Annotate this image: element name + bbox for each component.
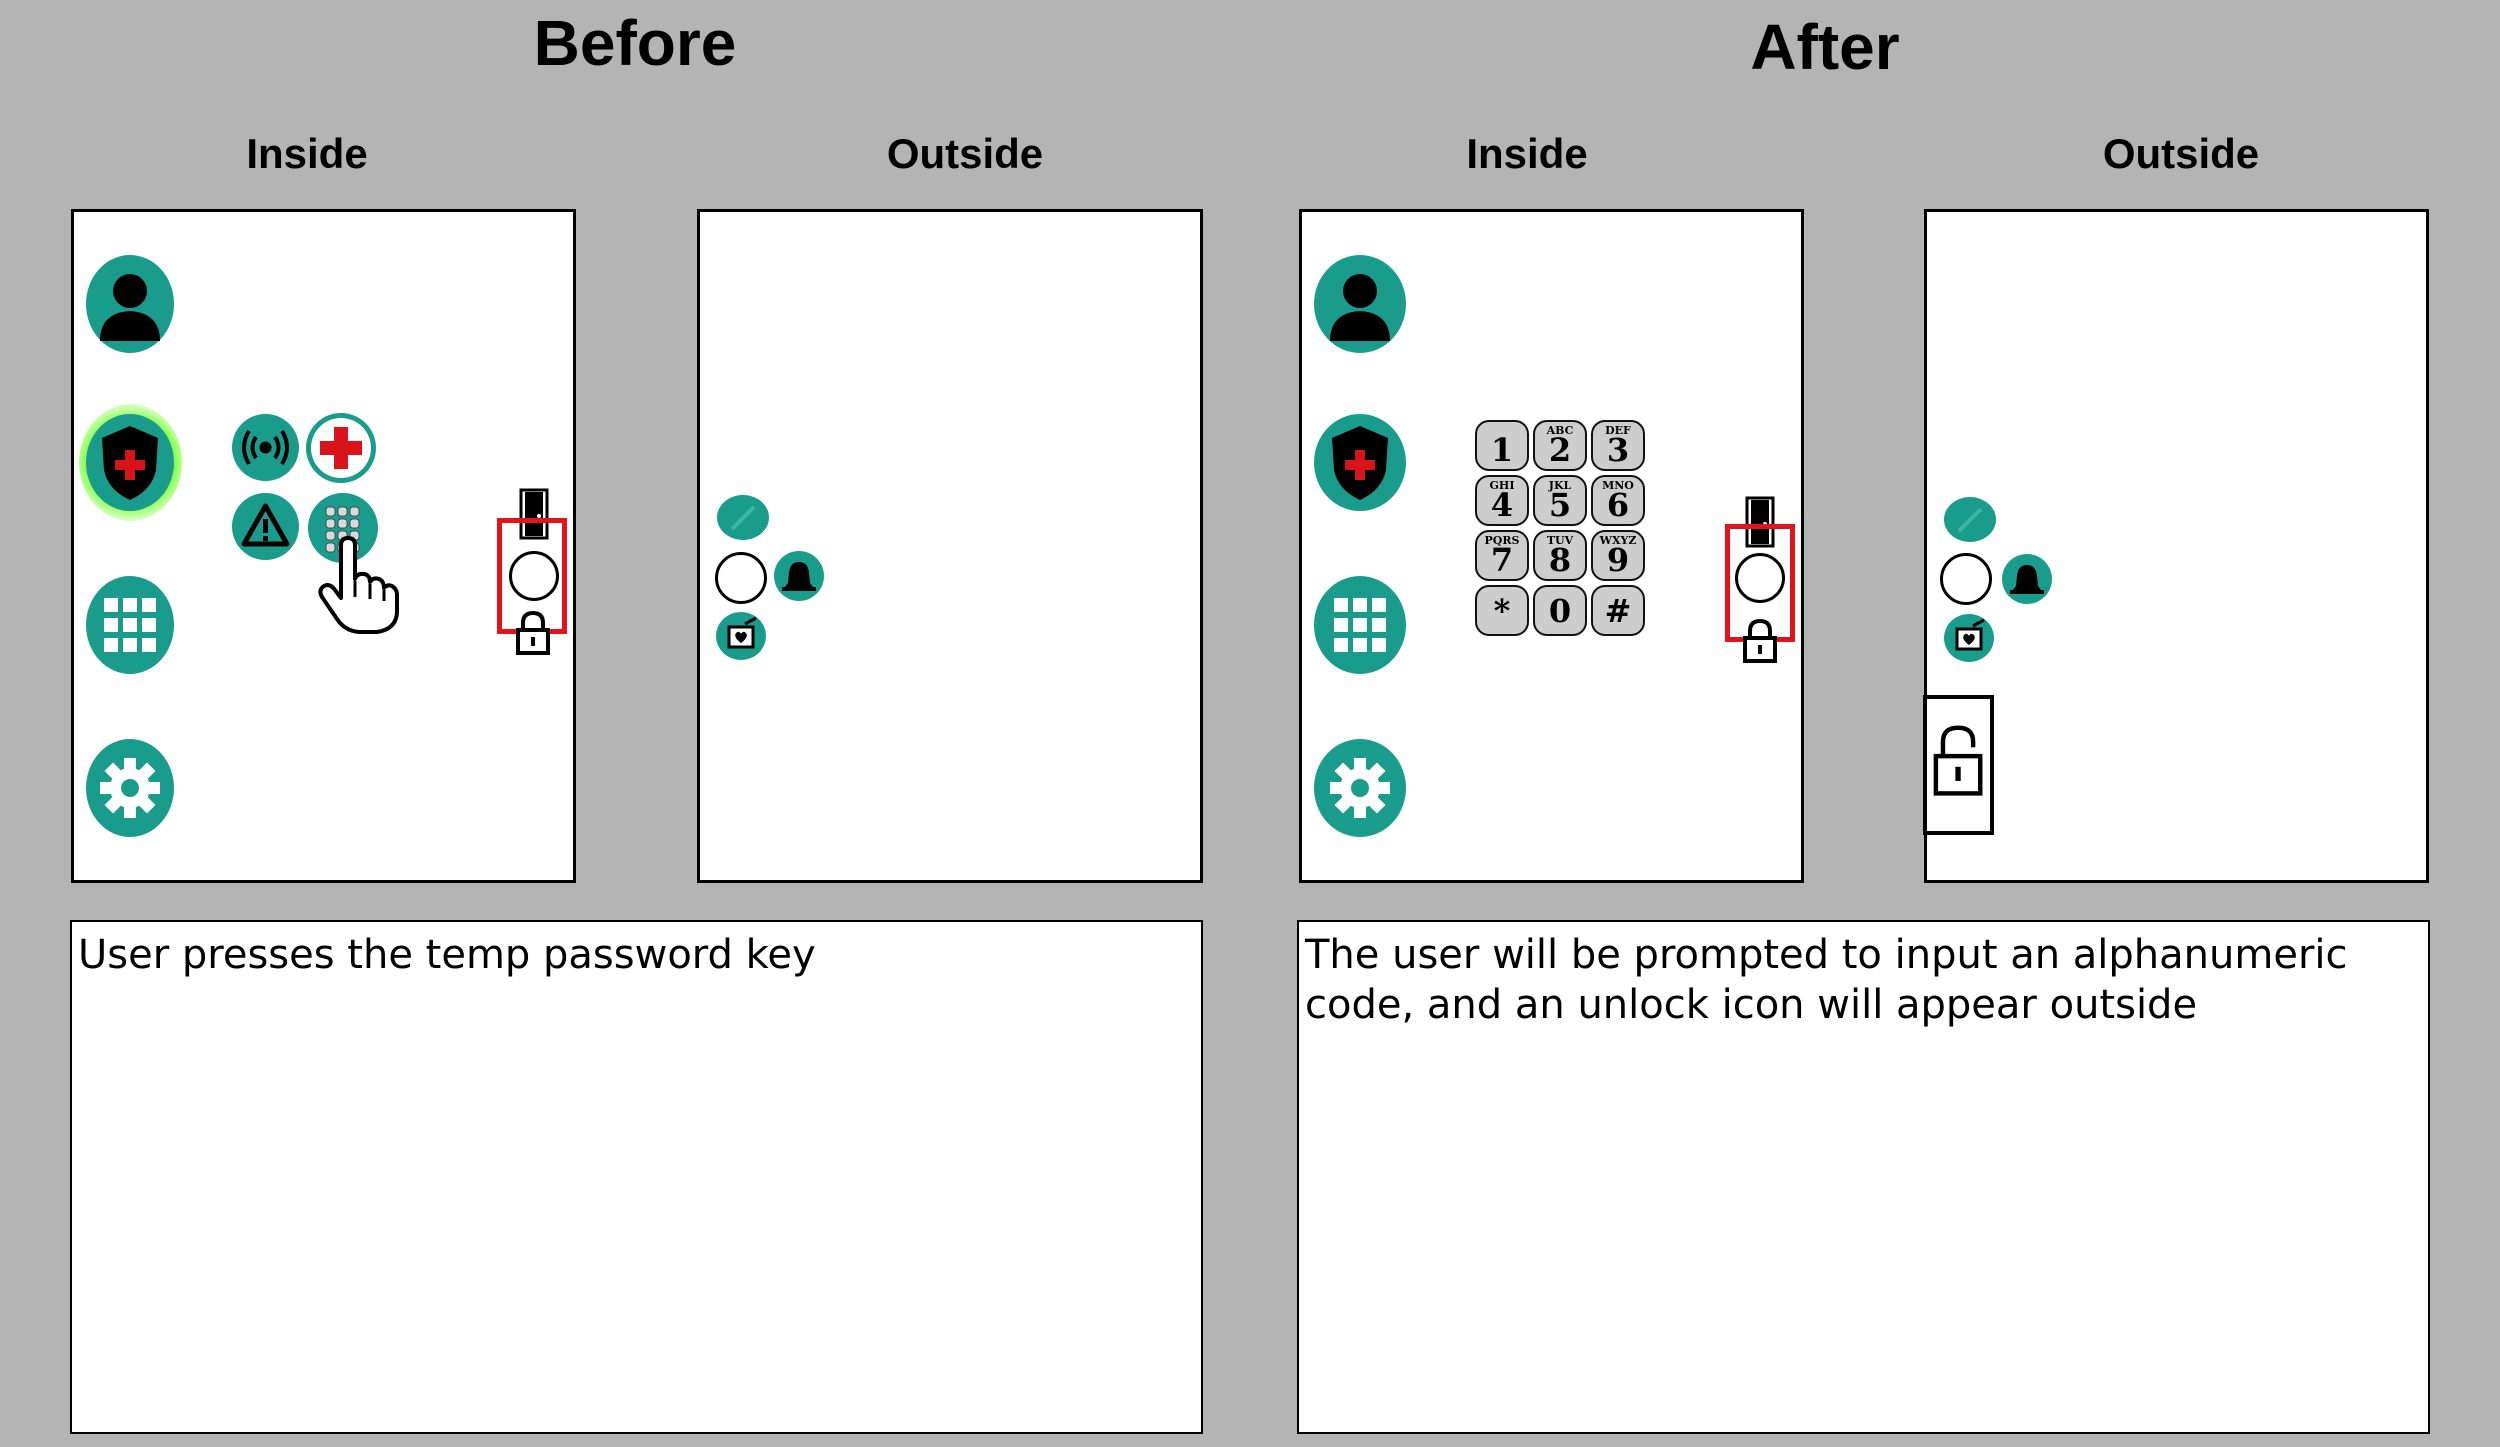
apps-grid-icon[interactable] xyxy=(86,576,174,674)
doorbell-button[interactable] xyxy=(715,552,767,604)
medical-cross-icon[interactable] xyxy=(306,413,376,483)
after-inside-label: Inside xyxy=(1466,130,1588,177)
keypad-key[interactable]: GHI 4 xyxy=(1475,475,1529,526)
keypad-key[interactable]: TUV 8 xyxy=(1533,530,1587,581)
before-outside-label: Outside xyxy=(886,130,1044,177)
lock-icon[interactable] xyxy=(515,610,551,656)
user-icon[interactable] xyxy=(1314,255,1406,353)
alarm-broadcast-icon[interactable] xyxy=(232,414,299,481)
keypad-key[interactable]: DEF 3 xyxy=(1591,420,1645,471)
doorbell-button[interactable] xyxy=(1940,553,1992,605)
security-shield-icon[interactable] xyxy=(1314,414,1406,511)
settings-gear-icon[interactable] xyxy=(86,739,174,837)
doorbell-button[interactable] xyxy=(1735,553,1785,603)
settings-gear-icon[interactable] xyxy=(1314,739,1406,837)
after-outside-panel xyxy=(1924,209,2429,883)
message-icon[interactable] xyxy=(1944,614,1994,662)
keypad-key[interactable]: WXYZ 9 xyxy=(1591,530,1645,581)
pointing-hand-icon xyxy=(318,536,399,634)
message-icon[interactable] xyxy=(716,612,766,660)
after-outside-label: Outside xyxy=(2102,130,2260,177)
keypad-key[interactable]: ABC 2 xyxy=(1533,420,1587,471)
keypad-key[interactable]: 0 xyxy=(1533,585,1587,636)
unlock-button[interactable] xyxy=(1923,695,1994,835)
cancel-icon[interactable] xyxy=(717,495,769,540)
bell-icon[interactable] xyxy=(774,551,824,601)
door-icon xyxy=(519,488,549,540)
user-icon[interactable] xyxy=(86,255,174,353)
keypad-key[interactable]: MNO 6 xyxy=(1591,475,1645,526)
keypad-key[interactable]: 1 xyxy=(1475,420,1529,471)
keypad-key[interactable]: # xyxy=(1591,585,1645,636)
before-description: User presses the temp password key xyxy=(70,920,1203,1434)
doorbell-button[interactable] xyxy=(509,551,559,601)
before-title: Before xyxy=(533,7,737,79)
alphanumeric-keypad: 1 ABC 2 DEF 3 GHI 4 JKL 5 MNO 6 PQRS 7 TUV 8 WX… xyxy=(1475,420,1650,640)
security-shield-icon[interactable] xyxy=(86,414,174,511)
keypad-key[interactable]: * xyxy=(1475,585,1529,636)
cancel-icon[interactable] xyxy=(1944,497,1996,542)
before-inside-label: Inside xyxy=(246,130,368,177)
keypad-key[interactable]: PQRS 7 xyxy=(1475,530,1529,581)
door-icon xyxy=(1745,496,1775,548)
lock-icon[interactable] xyxy=(1742,618,1778,664)
keypad-key[interactable]: JKL 5 xyxy=(1533,475,1587,526)
apps-grid-icon[interactable] xyxy=(1314,576,1406,674)
before-outside-panel xyxy=(697,209,1203,883)
unlock-icon xyxy=(1933,725,1983,796)
after-title: After xyxy=(1750,11,1900,83)
warning-icon[interactable] xyxy=(232,493,299,560)
bell-icon[interactable] xyxy=(2002,554,2052,604)
after-description: The user will be prompted to input an al… xyxy=(1297,920,2430,1434)
